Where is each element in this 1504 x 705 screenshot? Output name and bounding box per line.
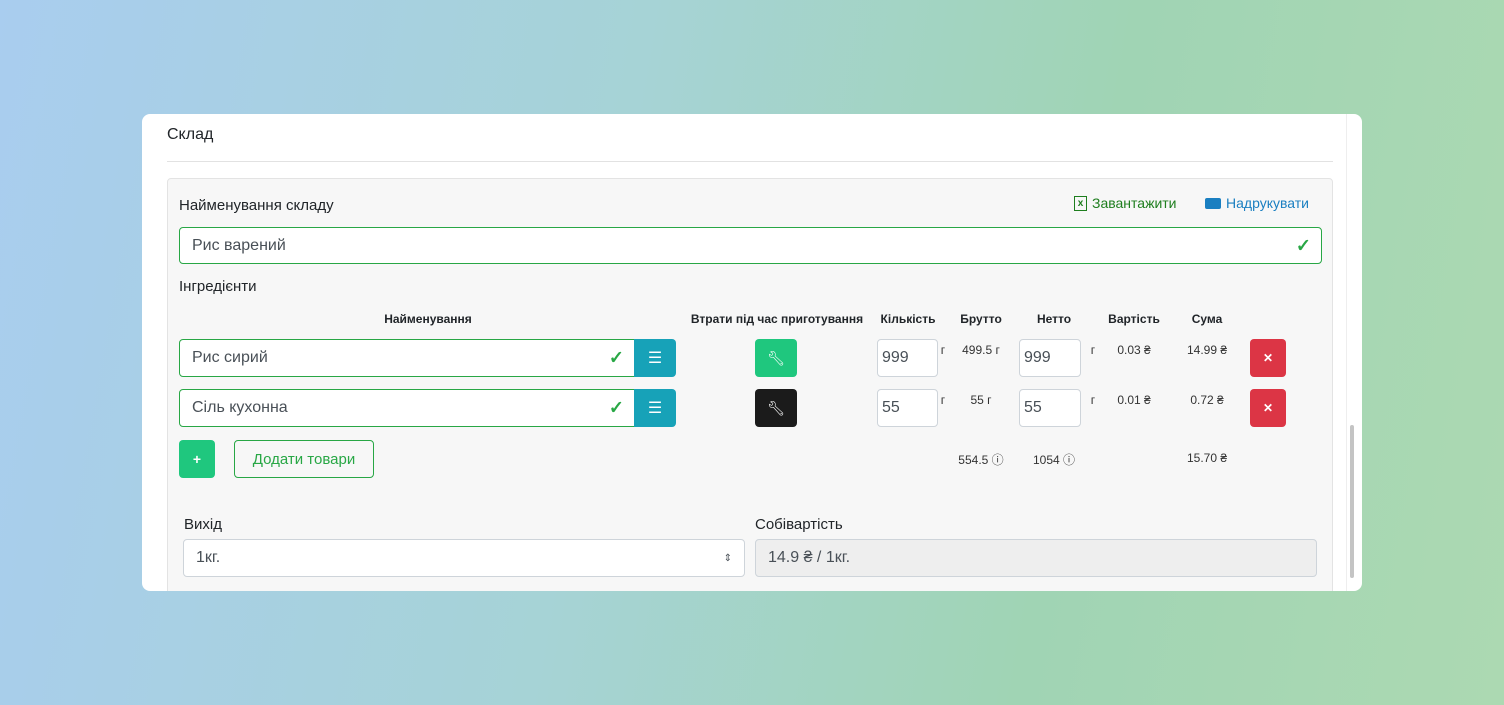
output-label: Вихід xyxy=(184,516,222,533)
col-sum: Сума xyxy=(1191,312,1223,326)
losses-button[interactable]: 🔧︎ xyxy=(755,389,797,427)
list-icon: ☰ xyxy=(647,350,663,367)
close-icon: ✕ xyxy=(1262,351,1274,365)
wrench-icon: 🔧︎ xyxy=(767,349,785,366)
delete-row-button[interactable]: ✕ xyxy=(1250,339,1286,377)
qty-input[interactable]: 999 xyxy=(877,339,938,377)
check-icon: ✓ xyxy=(608,347,624,368)
wrench-icon: 🔧︎ xyxy=(767,399,785,416)
warehouse-card: Склад Найменування складу x Завантажити … xyxy=(142,114,1362,591)
net-input[interactable]: 999 xyxy=(1019,339,1081,377)
list-button[interactable]: ☰ xyxy=(634,389,676,427)
qty-unit: г xyxy=(940,393,946,407)
download-label: Завантажити xyxy=(1092,195,1177,211)
card-title: Склад xyxy=(167,126,214,143)
select-arrows-icon: ⇕ xyxy=(723,552,732,564)
download-link[interactable]: x Завантажити xyxy=(1074,195,1177,211)
qty-unit: г xyxy=(940,343,946,357)
costing-value: 14.9 ₴ / 1кг. xyxy=(768,549,851,566)
name-label: Найменування складу xyxy=(179,197,334,214)
net-unit: г xyxy=(1090,343,1096,357)
list-icon: ☰ xyxy=(647,400,663,417)
warehouse-name-value: Рис варений xyxy=(192,236,286,254)
col-gross: Брутто xyxy=(960,312,1002,326)
total-sum: 15.70 ₴ xyxy=(1186,451,1228,465)
costing-label: Собівартість xyxy=(755,516,843,533)
ingredient-name-input[interactable]: Рис сирий ✓ xyxy=(179,339,635,377)
ingredients-label: Інгредієнти xyxy=(179,278,257,295)
divider xyxy=(167,161,1333,162)
form-panel: Найменування складу x Завантажити Надрук… xyxy=(167,178,1333,591)
warehouse-name-input[interactable]: Рис варений ✓ xyxy=(179,227,1322,264)
add-row-button[interactable]: + xyxy=(179,440,215,478)
output-select[interactable]: 1кг. ⇕ xyxy=(183,539,745,577)
check-icon: ✓ xyxy=(1295,235,1311,255)
delete-row-button[interactable]: ✕ xyxy=(1250,389,1286,427)
total-gross-value: 554.5 xyxy=(958,453,989,467)
excel-icon: x xyxy=(1074,195,1087,211)
net-unit: г xyxy=(1090,393,1096,407)
cost-value: 0.03 ₴ xyxy=(1117,343,1151,357)
col-qty: Кількість xyxy=(880,312,936,326)
print-icon xyxy=(1205,197,1221,209)
info-icon[interactable]: ⓘ xyxy=(991,453,1004,467)
net-value: 55 xyxy=(1024,399,1042,416)
add-products-button[interactable]: Додати товари xyxy=(234,440,374,478)
total-gross: 554.5 ⓘ xyxy=(958,451,1003,468)
col-name: Найменування xyxy=(384,312,472,326)
list-button[interactable]: ☰ xyxy=(634,339,676,377)
cost-value: 0.01 ₴ xyxy=(1117,393,1151,407)
gross-value: 499.5 г xyxy=(962,343,1000,357)
output-value: 1кг. xyxy=(196,549,221,566)
net-value: 999 xyxy=(1024,349,1051,366)
print-label: Надрукувати xyxy=(1226,195,1309,211)
gross-value: 55 г xyxy=(970,393,992,407)
scrollbar-thumb[interactable] xyxy=(1350,425,1354,578)
total-net: 1054 ⓘ xyxy=(1033,451,1075,468)
check-icon: ✓ xyxy=(608,397,624,418)
info-icon[interactable]: ⓘ xyxy=(1063,453,1076,467)
sum-value: 0.72 ₴ xyxy=(1190,393,1224,407)
sum-value: 14.99 ₴ xyxy=(1186,343,1228,357)
qty-value: 999 xyxy=(882,349,909,366)
col-losses: Втрати під час приготування xyxy=(690,312,864,326)
ingredient-name: Сіль кухонна xyxy=(192,399,288,416)
qty-input[interactable]: 55 xyxy=(877,389,938,427)
print-link[interactable]: Надрукувати xyxy=(1205,195,1309,211)
net-input[interactable]: 55 xyxy=(1019,389,1081,427)
losses-button[interactable]: 🔧︎ xyxy=(755,339,797,377)
costing-field: 14.9 ₴ / 1кг. xyxy=(755,539,1317,577)
close-icon: ✕ xyxy=(1262,401,1274,415)
ingredient-name: Рис сирий xyxy=(192,349,268,366)
col-net: Нетто xyxy=(1036,312,1072,326)
qty-value: 55 xyxy=(882,399,900,416)
ingredient-name-input[interactable]: Сіль кухонна ✓ xyxy=(179,389,635,427)
col-cost: Вартість xyxy=(1108,312,1160,326)
total-net-value: 1054 xyxy=(1032,453,1060,467)
scrollbar[interactable] xyxy=(1346,114,1356,591)
